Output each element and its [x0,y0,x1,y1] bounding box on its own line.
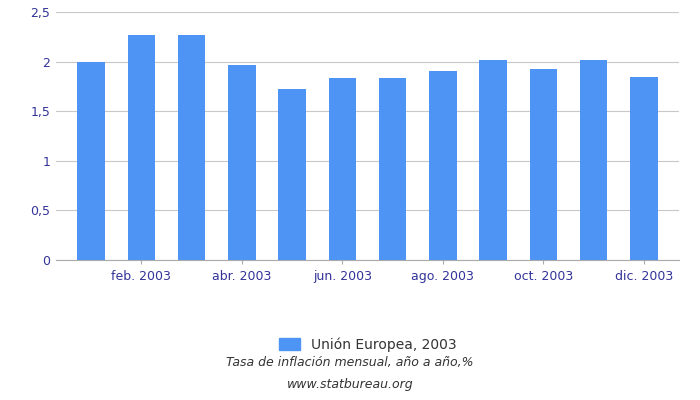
Text: www.statbureau.org: www.statbureau.org [287,378,413,391]
Bar [127,35,155,260]
Bar [480,60,507,260]
Bar [78,62,105,260]
Bar [178,35,206,260]
Bar [379,78,407,260]
Legend: Unión Europea, 2003: Unión Europea, 2003 [273,332,462,357]
Bar [630,78,657,260]
Bar [228,64,256,260]
Bar [279,89,306,260]
Text: Tasa de inflación mensual, año a año,%: Tasa de inflación mensual, año a año,% [226,356,474,369]
Bar [328,78,356,260]
Bar [429,70,456,260]
Bar [580,60,608,260]
Bar [529,68,557,260]
